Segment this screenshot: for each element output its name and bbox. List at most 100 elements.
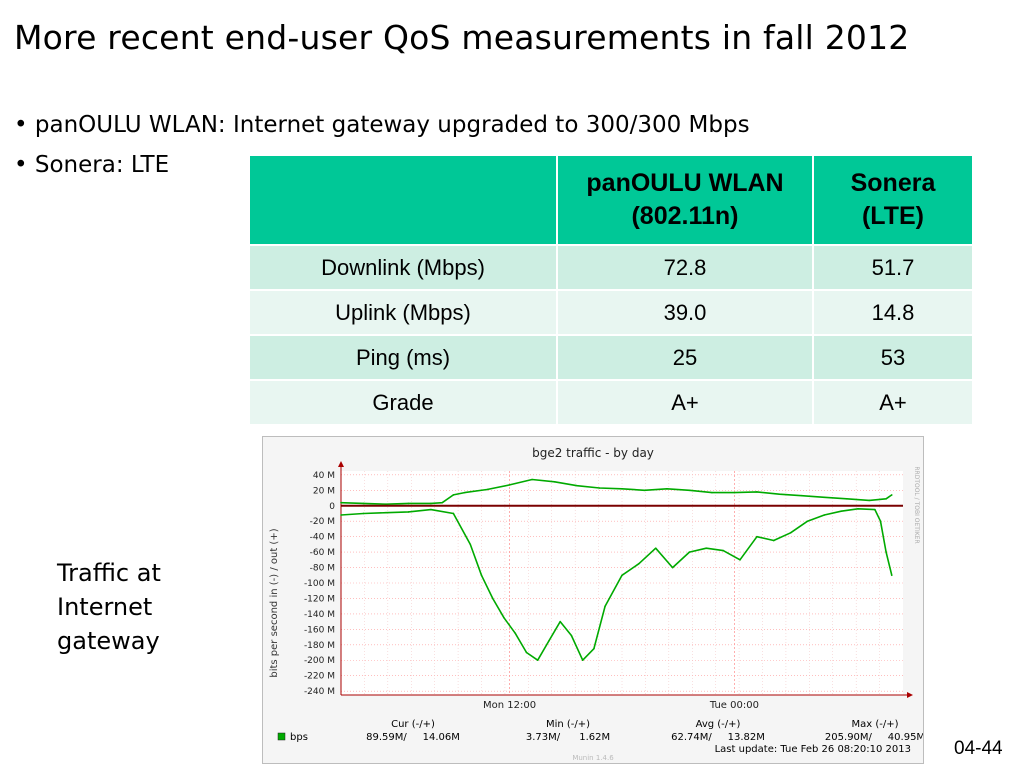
- y-tick-label: 20 M: [313, 486, 335, 496]
- chart-grid: [341, 471, 903, 695]
- series-point: [654, 547, 657, 550]
- legend-col-cur: Cur (-/+): [391, 719, 435, 730]
- cell-sonera-grade: A+: [812, 379, 974, 426]
- caption-line: gateway: [57, 627, 160, 655]
- bullet-sonera: • Sonera: LTE: [14, 152, 170, 178]
- series-point: [452, 512, 455, 515]
- row-label-grade: Grade: [248, 379, 558, 426]
- series-point: [598, 487, 601, 489]
- row-label-ping: Ping (ms): [248, 334, 558, 381]
- y-tick-label: -100 M: [304, 579, 335, 589]
- traffic-caption: Traffic at Internet gateway: [57, 556, 161, 658]
- series-point: [638, 562, 640, 565]
- series-point: [340, 514, 342, 516]
- series-point: [514, 632, 517, 635]
- series-point: [823, 514, 826, 516]
- chart-title: bge2 traffic - by day: [532, 446, 654, 460]
- series-point: [778, 493, 781, 495]
- series-point: [823, 496, 826, 499]
- legend-value-cur: 89.59M/ 14.06M: [366, 732, 460, 743]
- legend-value-avg: 62.74M/ 13.82M: [671, 732, 765, 743]
- series-point: [491, 597, 494, 600]
- y-tick-label: -60 M: [310, 548, 335, 558]
- series-point: [525, 651, 528, 654]
- series-point: [452, 494, 455, 496]
- series-point: [733, 491, 736, 494]
- y-tick-label: -220 M: [304, 672, 335, 682]
- cell-panoulu-downlink: 72.8: [556, 244, 814, 291]
- series-point: [463, 491, 466, 494]
- series-point: [621, 574, 623, 577]
- series-point: [890, 574, 893, 577]
- y-tick-label: -40 M: [310, 533, 335, 543]
- y-tick-label: -160 M: [304, 625, 335, 635]
- series-point: [756, 535, 758, 538]
- series-point: [801, 494, 803, 497]
- row-label-downlink: Downlink (Mbps): [248, 244, 558, 291]
- header-line: panOULU WLAN: [586, 169, 784, 197]
- series-point: [604, 605, 606, 607]
- series-point: [846, 498, 848, 500]
- table-row: Downlink (Mbps) 72.8 51.7: [248, 244, 974, 291]
- slide-title: More recent end-user QoS measurements in…: [14, 18, 910, 57]
- series-point: [581, 659, 584, 662]
- table-row: Ping (ms) 25 53: [248, 334, 974, 381]
- cell-sonera-ping: 53: [812, 334, 974, 381]
- series-point: [508, 484, 511, 486]
- series-point: [559, 620, 561, 623]
- legend-value-min: 3.73M/ 1.62M: [526, 732, 610, 743]
- y-tick-label: -200 M: [304, 656, 335, 666]
- series-point: [722, 549, 724, 552]
- series-point: [340, 501, 342, 504]
- series-line: [340, 508, 893, 661]
- series-point: [688, 489, 691, 492]
- y-tick-label: -20 M: [310, 517, 335, 527]
- series-point: [430, 508, 432, 511]
- series-point: [430, 502, 432, 505]
- series-point: [643, 489, 646, 492]
- series-point: [385, 511, 387, 514]
- legend-col-avg: Avg (-/+): [696, 719, 741, 730]
- series-point: [570, 634, 573, 637]
- traffic-graph: bge2 traffic - by day bits per second in…: [262, 436, 924, 764]
- table-header-row: panOULU WLAN (802.11n) Sonera (LTE): [248, 154, 974, 246]
- y-axis-arrow: [338, 461, 344, 467]
- legend-col-min: Min (-/+): [546, 719, 590, 730]
- cell-sonera-uplink: 14.8: [812, 289, 974, 336]
- traffic-chart-svg: bge2 traffic - by day bits per second in…: [269, 446, 923, 762]
- series-point: [536, 659, 539, 662]
- series-point: [739, 559, 741, 561]
- series-point: [548, 640, 550, 642]
- cell-sonera-downlink: 51.7: [812, 244, 974, 291]
- series-point: [531, 478, 533, 481]
- y-tick-label: 40 M: [313, 471, 335, 481]
- series-point: [503, 616, 505, 619]
- series-point: [890, 494, 893, 496]
- y-tick-label: -120 M: [304, 594, 335, 604]
- cell-panoulu-grade: A+: [556, 379, 814, 426]
- series-point: [407, 502, 410, 505]
- series-point: [885, 551, 887, 553]
- cell-panoulu-ping: 25: [556, 334, 814, 381]
- legend-value-max: 205.90M/ 40.95M: [825, 732, 923, 743]
- series-point: [407, 511, 410, 513]
- series-point: [789, 531, 792, 534]
- chart-ylabel: bits per second in (-) / out (+): [269, 528, 280, 677]
- y-tick-label: -180 M: [304, 641, 335, 651]
- series-point: [362, 512, 365, 515]
- table-header-empty: [248, 154, 558, 246]
- table-header-panoulu: panOULU WLAN (802.11n): [556, 154, 814, 246]
- x-tick-label: Mon 12:00: [483, 700, 536, 711]
- series-point: [756, 491, 758, 493]
- series-point: [879, 520, 882, 523]
- legend-swatch: [277, 732, 286, 741]
- header-line: (802.11n): [631, 202, 739, 230]
- series-point: [469, 543, 472, 546]
- series-point: [385, 503, 387, 506]
- series-point: [576, 484, 578, 487]
- caption-line: Traffic at: [57, 559, 161, 587]
- y-tick-label: -240 M: [304, 687, 335, 697]
- y-tick-label: -140 M: [304, 610, 335, 620]
- chart-legend: bps Cur (-/+) Min (-/+) Avg (-/+) Max (-…: [277, 719, 923, 762]
- y-tick-label: 0: [329, 502, 335, 512]
